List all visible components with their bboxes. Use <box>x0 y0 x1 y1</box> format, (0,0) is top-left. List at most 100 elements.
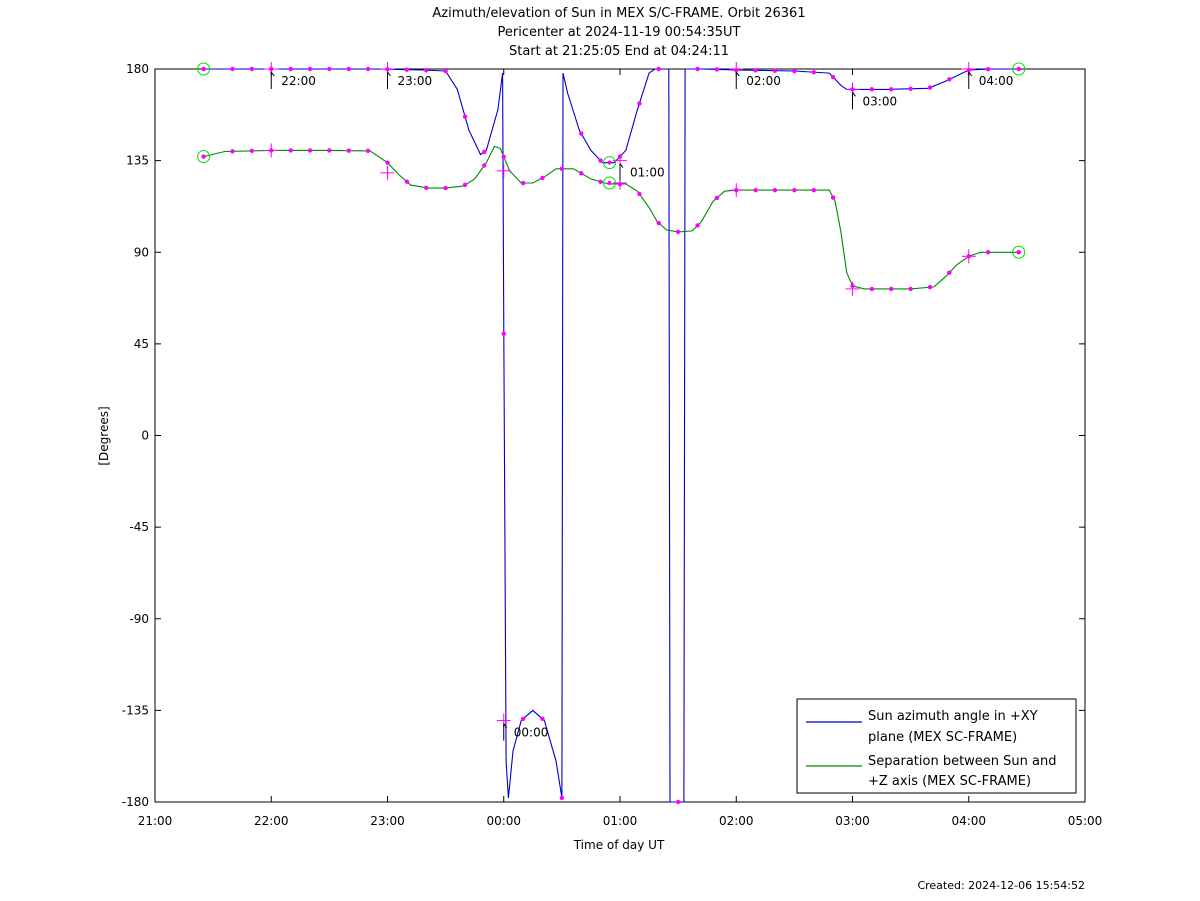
data-point-dot <box>327 66 332 72</box>
endpoint-circle-marker <box>197 62 211 76</box>
data-point-dot <box>249 148 255 154</box>
data-point-dot <box>482 163 487 168</box>
data-point-dot <box>288 66 293 72</box>
y-tick-label: -135 <box>122 703 149 717</box>
x-tick-label: 04:00 <box>951 814 986 828</box>
series-markers <box>197 62 1026 805</box>
data-point-dot <box>869 87 875 92</box>
data-point-dot <box>811 187 816 193</box>
endpoint-dot <box>201 67 206 71</box>
data-point-dot <box>792 187 797 193</box>
data-point-dot <box>811 69 816 75</box>
chart-title: Azimuth/elevation of Sun in MEX S/C-FRAM… <box>432 6 805 59</box>
data-point-dot <box>598 158 603 163</box>
annotation-pointer-head <box>619 163 624 168</box>
data-point-dot <box>598 179 603 184</box>
data-point-dot <box>656 66 661 72</box>
data-point-dot <box>889 286 894 292</box>
series-line-1 <box>203 145 1019 290</box>
data-point-dot <box>520 180 526 186</box>
hour-annotation-label: 01:00 <box>630 166 665 180</box>
data-point-dot <box>327 148 332 153</box>
data-point-dot <box>365 66 371 72</box>
x-tick-label: 02:00 <box>719 814 754 828</box>
annotation-pointer-head <box>387 71 391 77</box>
data-point-dot <box>714 67 720 72</box>
data-point-dot <box>889 87 894 92</box>
data-point-dot <box>830 74 836 80</box>
data-point-dot <box>365 148 371 154</box>
data-point-dot <box>579 131 584 136</box>
data-point-dot <box>540 175 545 181</box>
data-point-dot <box>501 331 506 336</box>
annotation-pointer-head <box>852 92 856 97</box>
x-tick-label: 05:00 <box>1068 814 1103 828</box>
hour-annotation-label: 23:00 <box>398 74 433 88</box>
data-point-dot <box>675 229 681 235</box>
data-point-dot <box>424 185 429 190</box>
x-tick-label: 00:00 <box>486 814 521 828</box>
data-point-dot <box>985 66 991 72</box>
hour-cross-marker <box>845 281 860 296</box>
hour-annotation-label: 04:00 <box>979 74 1014 88</box>
data-point-dot <box>307 66 313 72</box>
hour-cross-marker <box>264 143 279 158</box>
data-point-dot <box>288 148 293 153</box>
annotation-pointer-head <box>968 71 973 77</box>
endpoint-dot <box>1016 67 1021 71</box>
hour-annotation-label: 03:00 <box>863 94 898 108</box>
data-point-dot <box>675 799 681 805</box>
x-tick-label: 22:00 <box>254 814 289 828</box>
data-point-dot <box>714 195 720 201</box>
data-point-dot <box>404 179 410 184</box>
series-line-0 <box>203 68 1019 803</box>
created-timestamp: Created: 2024-12-06 15:54:52 <box>917 879 1085 892</box>
y-tick-label: 90 <box>134 245 149 259</box>
hour-annotation-label: 02:00 <box>746 74 781 88</box>
hour-cross-marker <box>961 249 976 264</box>
endpoint-circle-marker <box>603 156 617 170</box>
data-point-dot <box>462 114 468 119</box>
data-point-dot <box>404 67 410 72</box>
data-point-dot <box>462 182 468 188</box>
y-tick-label: 180 <box>126 62 149 76</box>
y-axis-label: [Degrees] <box>97 406 111 465</box>
annotation-pointer-head <box>735 71 740 77</box>
data-point-dot <box>540 716 545 722</box>
hour-annotation-label: 22:00 <box>281 74 316 88</box>
data-point-dot <box>869 286 875 292</box>
hour-cross-marker <box>380 165 395 180</box>
hour-annotation-label: 00:00 <box>514 726 549 740</box>
data-point-dot <box>947 270 952 275</box>
data-point-dot <box>753 187 758 193</box>
data-point-dot <box>501 154 506 160</box>
data-point-dot <box>424 67 429 73</box>
endpoint-circle-marker <box>1012 62 1026 76</box>
data-point-dot <box>443 68 448 74</box>
x-tick-label: 03:00 <box>835 814 870 828</box>
data-point-dot <box>346 66 351 72</box>
legend: Sun azimuth angle in +XY plane (MEX SC-F… <box>796 698 1077 794</box>
axes-ticks: 21:00 22:00 23:00 00:00 01:00 02:00 03:00 04:00… <box>122 62 1103 828</box>
x-tick-label: 01:00 <box>603 814 638 828</box>
data-point-dot <box>249 66 255 72</box>
endpoint-dot <box>1016 250 1021 255</box>
legend-entry-azimuth-line-1: Sun azimuth angle in +XY <box>868 709 1038 724</box>
data-point-dot <box>307 148 313 153</box>
data-point-dot <box>230 66 235 72</box>
data-point-dot <box>772 187 778 193</box>
data-point-dot <box>772 68 778 73</box>
legend-entry-azimuth-line-2: plane (MEX SC-FRAME) <box>868 730 1017 745</box>
y-tick-label: -180 <box>122 795 149 809</box>
data-point-dot <box>637 101 642 106</box>
endpoint-circle-marker <box>197 150 211 164</box>
annotation-pointer-head <box>503 723 508 728</box>
data-point-dot <box>656 220 661 226</box>
data-point-dot <box>520 716 526 722</box>
data-point-dot <box>385 160 390 165</box>
data-point-dot <box>830 195 836 200</box>
data-point-dot <box>579 171 584 176</box>
y-tick-label: -45 <box>129 520 149 534</box>
series-lines <box>203 68 1019 803</box>
